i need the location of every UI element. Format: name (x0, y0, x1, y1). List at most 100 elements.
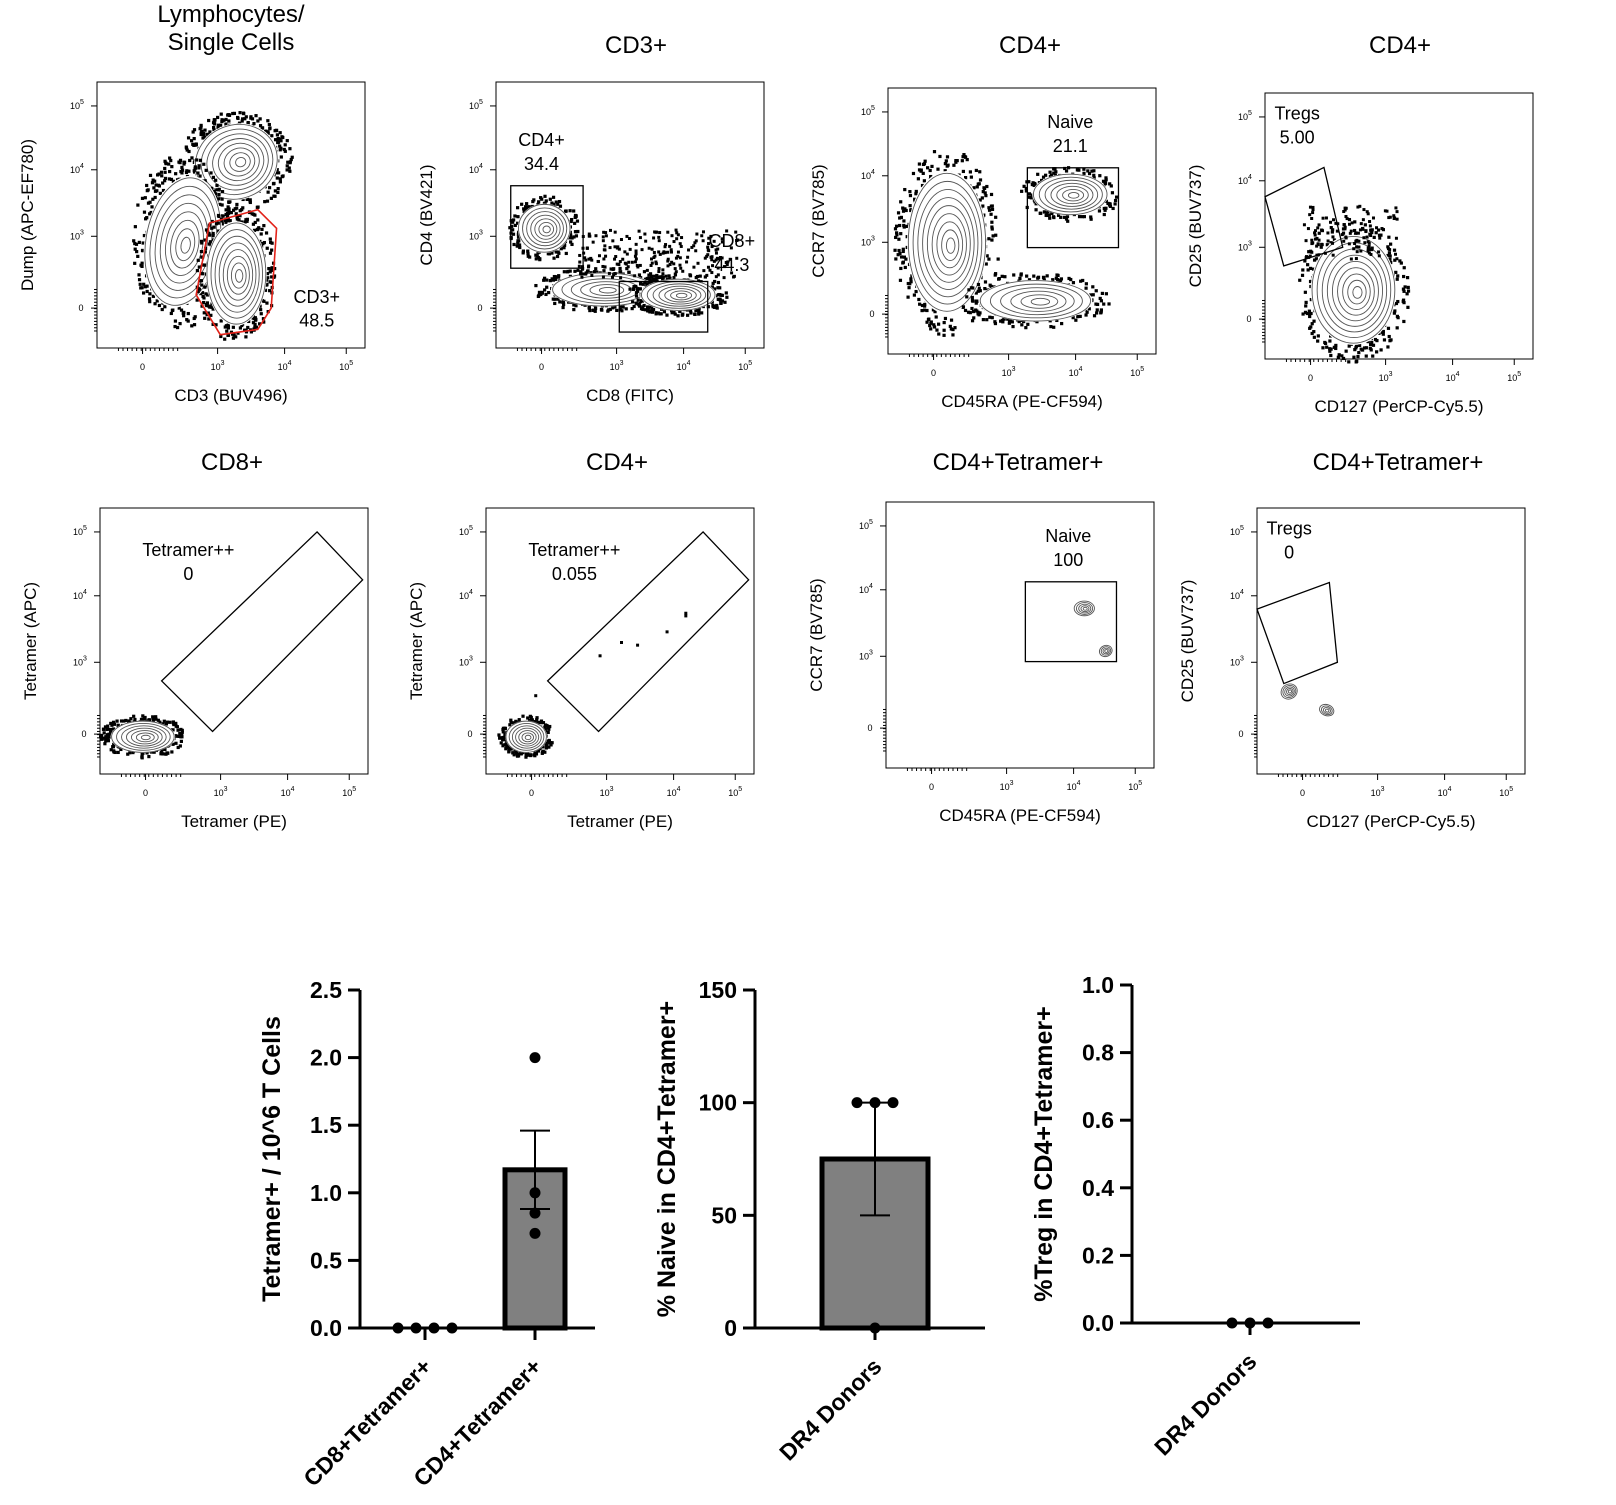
event-dot (604, 231, 608, 235)
event-dot (923, 302, 927, 307)
event-dot (171, 728, 175, 732)
event-dot (511, 228, 515, 232)
event-dot (1349, 257, 1353, 261)
event-dot (893, 227, 898, 231)
event-dot (270, 248, 274, 252)
event-dot (283, 143, 287, 147)
contour-cluster (1319, 703, 1335, 717)
event-dot (256, 119, 260, 123)
event-dot (917, 297, 921, 302)
event-dot (198, 174, 202, 178)
event-dot (688, 274, 693, 278)
event-dot (122, 719, 126, 723)
event-dot (640, 248, 644, 252)
event-dot (145, 183, 149, 188)
event-dot (905, 224, 909, 228)
event-dot (561, 300, 565, 305)
event-dot (944, 159, 948, 163)
event-dot (501, 730, 505, 734)
event-dot (285, 164, 289, 168)
event-dot (1092, 176, 1096, 180)
event-dot (163, 747, 167, 752)
event-dot (1094, 302, 1098, 306)
event-dot (725, 229, 729, 233)
event-dot (204, 168, 208, 172)
x-tick-label: 103 (610, 360, 624, 372)
event-dot (934, 315, 938, 319)
data-point (529, 1187, 541, 1199)
event-dot (587, 305, 591, 309)
event-dot (164, 752, 168, 756)
event-dot (227, 200, 231, 204)
gate-value: 0.055 (552, 564, 597, 584)
y-axis-label: CD25 (BUV737) (1178, 580, 1197, 703)
contour-line (180, 236, 191, 254)
event-dot (205, 132, 209, 136)
event-dot (156, 183, 161, 187)
event-dot (264, 231, 269, 235)
event-dot (207, 242, 211, 246)
event-dot (203, 179, 207, 183)
event-dot (178, 322, 182, 326)
event-dot (1053, 167, 1057, 171)
event-dot (1366, 240, 1370, 244)
event-dot (1319, 245, 1323, 249)
event-dot (1095, 311, 1099, 315)
event-dot (204, 292, 208, 296)
event-dot (961, 155, 965, 159)
event-dot (226, 333, 230, 337)
event-dot (243, 328, 247, 332)
gate-label: Tetramer++ (528, 540, 620, 560)
event-dot (1066, 219, 1070, 223)
event-dot (153, 189, 158, 193)
event-dot (968, 311, 972, 315)
event-dot (637, 304, 642, 308)
event-dot (128, 751, 132, 755)
event-dot (617, 263, 621, 267)
tick-exponent: 4 (291, 786, 295, 793)
event-dot (978, 198, 982, 202)
contour-line (589, 284, 625, 297)
event-dot (1363, 241, 1367, 245)
event-dot (660, 275, 664, 279)
event-dot (1098, 174, 1102, 178)
event-dot (251, 321, 256, 325)
event-dot (1377, 233, 1382, 237)
event-dot (558, 204, 563, 208)
event-dot (657, 270, 661, 274)
y-tick-label: 104 (861, 169, 875, 181)
event-dot (1102, 212, 1106, 217)
event-dot (652, 250, 656, 254)
event-dot (685, 260, 689, 264)
gate-label: Tregs (1266, 519, 1311, 539)
event-dot (142, 282, 146, 286)
event-dot (521, 249, 526, 253)
event-dot (895, 231, 899, 235)
event-dot (265, 199, 270, 203)
event-dot (925, 308, 929, 313)
tick-exponent: 4 (1448, 786, 1452, 793)
event-dot (1092, 314, 1097, 318)
event-dot (936, 167, 940, 171)
event-dot (533, 751, 537, 755)
event-dot (709, 234, 713, 238)
event-dot (103, 736, 107, 740)
event-dot (1084, 313, 1088, 317)
event-dot (258, 322, 262, 326)
event-dot (161, 181, 165, 185)
event-dot (556, 275, 561, 279)
event-dot (1071, 316, 1075, 320)
event-dot (1367, 244, 1371, 248)
event-dot (541, 721, 546, 725)
tick-exponent: 3 (1389, 371, 1393, 378)
event-dot (720, 240, 724, 244)
y-tick-label: 1.5 (310, 1112, 342, 1138)
event-dot (982, 186, 986, 190)
event-dot (1313, 233, 1317, 237)
event-dot (650, 257, 654, 261)
event-dot (897, 248, 901, 253)
event-dot (914, 289, 918, 294)
tick-exponent: 5 (869, 519, 873, 526)
event-dot (965, 295, 969, 299)
